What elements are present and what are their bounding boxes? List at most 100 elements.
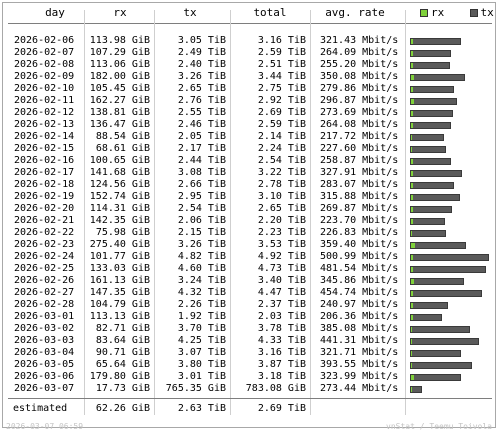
rate-cell: 296.87 Mbit/s: [320, 95, 399, 106]
total-cell: 2.24 TiB: [257, 143, 306, 154]
traffic-bar: [410, 134, 444, 141]
traffic-bar: [410, 74, 465, 81]
rate-cell: 223.70 Mbit/s: [320, 215, 399, 226]
tx-cell: 765.35 GiB: [165, 383, 226, 394]
rx-bar-segment: [411, 219, 413, 224]
rx-bar-segment: [411, 243, 415, 248]
day-cell: 2026-02-14: [14, 131, 75, 142]
traffic-bar: [410, 242, 466, 249]
day-cell: 2026-02-19: [14, 191, 75, 202]
rx-cell: 141.68 GiB: [89, 167, 150, 178]
table-row: 2026-02-20 114.31 GiB 2.54 TiB 2.65 TiB 269.…: [0, 203, 500, 215]
header-separator: [8, 23, 492, 24]
total-cell: 3.22 TiB: [257, 167, 306, 178]
rx-cell: 113.06 GiB: [89, 59, 150, 70]
rx-cell: 133.03 GiB: [89, 263, 150, 274]
total-cell: 783.08 GiB: [245, 383, 306, 394]
day-cell: 2026-03-07: [14, 383, 75, 394]
rx-cell: 124.56 GiB: [89, 179, 150, 190]
rate-cell: 345.86 Mbit/s: [320, 275, 399, 286]
tx-cell: 4.82 TiB: [177, 251, 226, 262]
table-row: 2026-02-09 182.00 GiB 3.26 TiB 3.44 TiB 350.…: [0, 71, 500, 83]
table-row: 2026-02-26 161.13 GiB 3.24 TiB 3.40 TiB 345.…: [0, 275, 500, 287]
rx-cell: 142.35 GiB: [89, 215, 150, 226]
column-header-avg-rate: avg. rate: [325, 6, 385, 19]
estimated-row: estimated 62.26 GiB 2.63 TiB 2.69 TiB: [0, 403, 500, 415]
day-cell: 2026-02-16: [14, 155, 75, 166]
tx-cell: 2.49 TiB: [177, 47, 226, 58]
total-cell: 4.73 TiB: [257, 263, 306, 274]
rx-bar-segment: [411, 351, 412, 356]
rate-cell: 264.09 Mbit/s: [320, 47, 399, 58]
rx-bar-segment: [411, 363, 412, 368]
rx-bar-segment: [411, 291, 413, 296]
traffic-bar: [410, 386, 422, 393]
traffic-bar: [410, 338, 479, 345]
day-cell: 2026-02-25: [14, 263, 75, 274]
rx-bar-segment: [411, 375, 414, 380]
tx-cell: 2.76 TiB: [177, 95, 226, 106]
rx-bar-segment: [411, 159, 413, 164]
day-cell: 2026-03-02: [14, 323, 75, 334]
rx-legend-label: rx: [431, 6, 445, 19]
rate-cell: 255.20 Mbit/s: [320, 59, 399, 70]
table-row: 2026-02-07 107.29 GiB 2.49 TiB 2.59 TiB 264.…: [0, 47, 500, 59]
day-cell: 2026-02-13: [14, 119, 75, 130]
total-cell: 3.16 TiB: [257, 35, 306, 46]
rate-cell: 327.91 Mbit/s: [320, 167, 399, 178]
rx-cell: 101.77 GiB: [89, 251, 150, 262]
tx-cell: 2.95 TiB: [177, 191, 226, 202]
rx-bar-segment: [411, 135, 412, 140]
day-cell: 2026-03-05: [14, 359, 75, 370]
day-cell: 2026-02-22: [14, 227, 75, 238]
total-cell: 4.33 TiB: [257, 335, 306, 346]
tx-cell: 3.08 TiB: [177, 167, 226, 178]
day-cell: 2026-02-27: [14, 287, 75, 298]
footer-credit: vnStat / Teemu Toivola: [386, 422, 492, 431]
traffic-bar: [410, 374, 461, 381]
rx-cell: 68.61 GiB: [95, 143, 150, 154]
tx-cell: 2.26 TiB: [177, 299, 226, 310]
traffic-bar: [410, 230, 446, 237]
traffic-bar: [410, 314, 442, 321]
tx-cell: 3.07 TiB: [177, 347, 226, 358]
tx-cell: 3.05 TiB: [177, 35, 226, 46]
tx-cell: 4.32 TiB: [177, 287, 226, 298]
traffic-bar: [410, 350, 461, 357]
total-cell: 2.78 TiB: [257, 179, 306, 190]
tx-cell: 3.70 TiB: [177, 323, 226, 334]
rx-cell: 104.79 GiB: [89, 299, 150, 310]
rx-cell: 114.31 GiB: [89, 203, 150, 214]
tx-cell: 2.06 TiB: [177, 215, 226, 226]
day-cell: 2026-02-10: [14, 83, 75, 94]
column-header-day: day: [45, 6, 65, 19]
table-row: 2026-02-19 152.74 GiB 2.95 TiB 3.10 TiB 315.…: [0, 191, 500, 203]
column-divider: [310, 10, 311, 415]
column-divider: [84, 10, 85, 415]
estimated-separator: [8, 398, 492, 399]
table-row: 2026-02-12 138.81 GiB 2.55 TiB 2.69 TiB 273.…: [0, 107, 500, 119]
table-row: 2026-03-04 90.71 GiB 3.07 TiB 3.16 TiB 321.7…: [0, 347, 500, 359]
rate-cell: 217.72 Mbit/s: [320, 131, 399, 142]
rate-cell: 279.86 Mbit/s: [320, 83, 399, 94]
tx-cell: 2.40 TiB: [177, 59, 226, 70]
rx-cell: 83.64 GiB: [95, 335, 150, 346]
rate-cell: 481.54 Mbit/s: [320, 263, 399, 274]
tx-cell: 2.46 TiB: [177, 119, 226, 130]
rx-bar-segment: [411, 63, 413, 68]
legend: rx tx: [420, 4, 500, 22]
total-cell: 2.23 TiB: [257, 227, 306, 238]
traffic-bar: [410, 278, 464, 285]
table-row: 2026-02-18 124.56 GiB 2.66 TiB 2.78 TiB 283.…: [0, 179, 500, 191]
footer-timestamp: 2026-03-07 06:59: [6, 422, 84, 431]
estimated-label: estimated: [13, 403, 68, 414]
estimated-rx: 62.26 GiB: [95, 403, 150, 414]
rx-bar-segment: [411, 75, 414, 80]
rx-bar-segment: [411, 315, 413, 320]
tx-cell: 3.26 TiB: [177, 71, 226, 82]
total-cell: 2.59 TiB: [257, 47, 306, 58]
total-cell: 2.75 TiB: [257, 83, 306, 94]
rx-cell: 182.00 GiB: [89, 71, 150, 82]
total-cell: 2.37 TiB: [257, 299, 306, 310]
rx-bar-segment: [411, 111, 413, 116]
